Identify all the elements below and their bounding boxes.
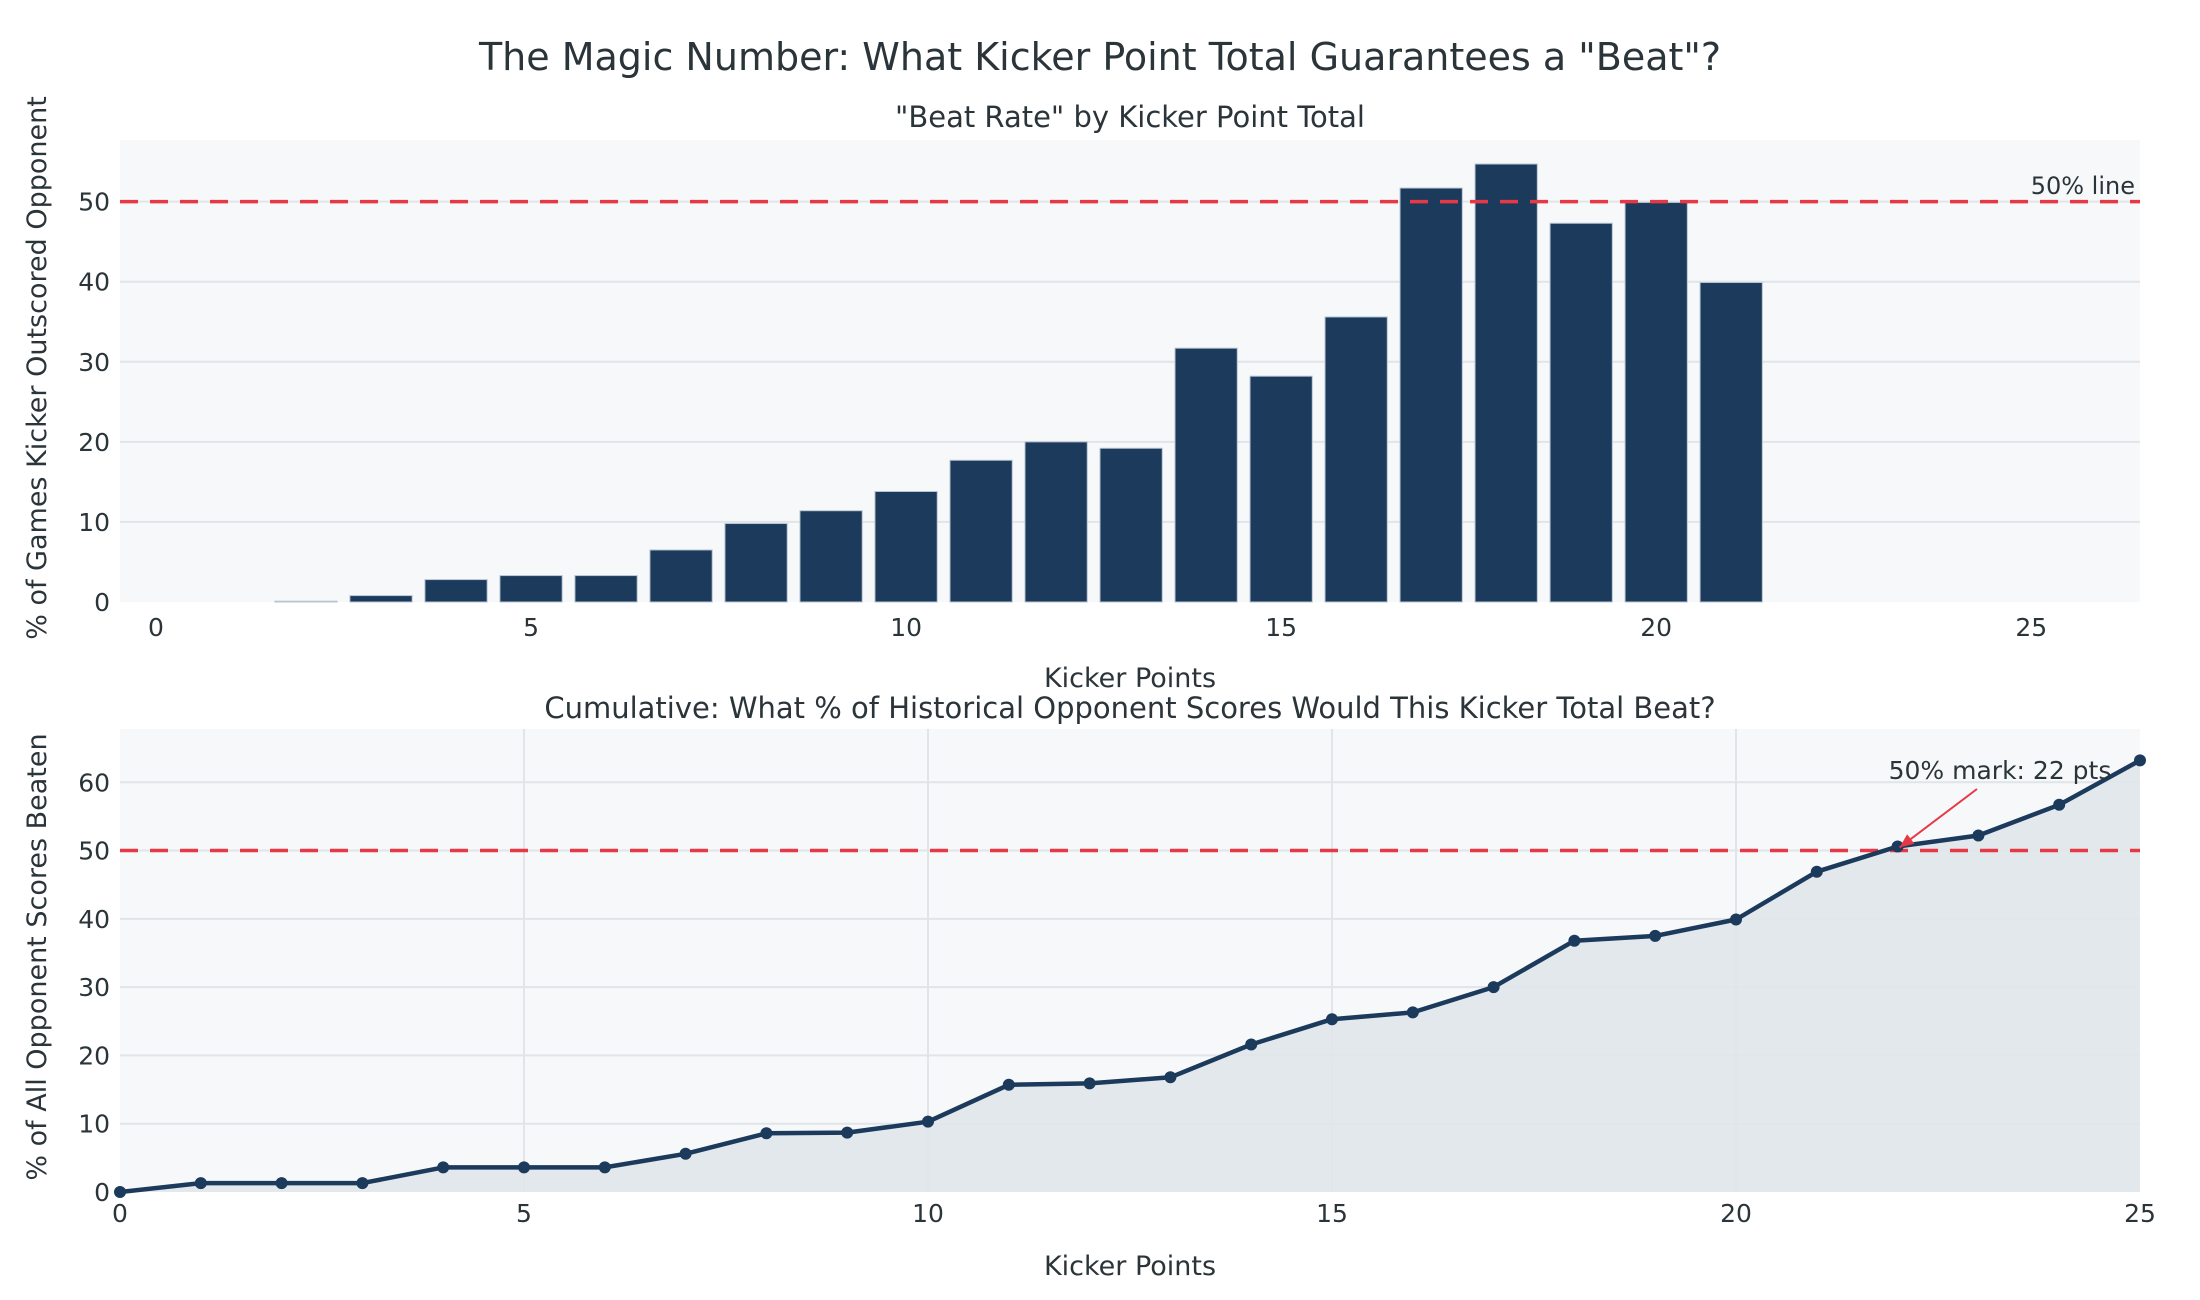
x-tick-label: 0 <box>112 1199 128 1228</box>
y-tick-label: 10 <box>78 508 110 537</box>
cumulative-area-fill <box>120 760 2140 1192</box>
x-tick-label: 15 <box>1316 1199 1348 1228</box>
data-point-marker <box>437 1161 450 1174</box>
bar <box>274 600 338 603</box>
bar <box>1624 201 1688 603</box>
bar <box>724 523 788 603</box>
data-point-marker <box>760 1127 773 1140</box>
cumulative-x-tick-labels: 0 5 10 15 20 25 <box>112 1199 2156 1228</box>
bar <box>1024 441 1088 603</box>
x-tick-label: 20 <box>1640 613 1672 642</box>
data-point-marker <box>1083 1077 1096 1090</box>
beat-rate-y-axis-title: % of Games Kicker Outscored Opponent <box>22 96 53 640</box>
bar <box>499 575 563 603</box>
data-point-marker <box>1002 1078 1015 1091</box>
y-tick-label: 0 <box>94 588 110 617</box>
data-point-marker <box>1972 829 1985 842</box>
bar <box>1699 282 1763 603</box>
data-point-marker <box>1891 840 1904 853</box>
data-point-marker <box>598 1161 611 1174</box>
y-tick-label: 30 <box>78 348 110 377</box>
data-point-marker <box>1164 1071 1177 1084</box>
y-tick-label: 30 <box>78 973 110 1002</box>
data-point-marker <box>114 1186 126 1198</box>
y-tick-label: 20 <box>78 428 110 457</box>
bar <box>424 579 488 603</box>
bar <box>649 549 713 603</box>
x-tick-label: 5 <box>523 613 539 642</box>
x-tick-label: 10 <box>912 1199 944 1228</box>
cumulative-markers <box>114 754 2146 1198</box>
cumulative-y-axis-title: % of All Opponent Scores Beaten <box>22 733 53 1180</box>
y-tick-label: 40 <box>78 268 110 297</box>
x-tick-label: 25 <box>2124 1199 2156 1228</box>
x-tick-label: 5 <box>516 1199 532 1228</box>
bar <box>874 491 938 603</box>
data-point-marker <box>1245 1038 1258 1051</box>
cumulative-subplot: Cumulative: What % of Historical Opponen… <box>22 691 2156 1282</box>
beat-rate-y-tick-labels: 0 10 20 30 40 50 <box>78 188 110 617</box>
x-tick-label: 15 <box>1265 613 1297 642</box>
data-point-marker <box>2053 798 2066 811</box>
bar <box>799 510 863 603</box>
bar <box>1099 447 1163 603</box>
data-point-marker <box>1406 1006 1419 1019</box>
beat-rate-subplot: "Beat Rate" by Kicker Point Total 50% li… <box>22 96 2140 694</box>
data-point-marker <box>1810 865 1823 878</box>
y-tick-label: 60 <box>78 768 110 797</box>
figure-title: The Magic Number: What Kicker Point Tota… <box>478 35 1721 79</box>
data-point-marker <box>1487 981 1500 994</box>
bar <box>1249 375 1313 603</box>
y-tick-label: 20 <box>78 1041 110 1070</box>
y-tick-label: 10 <box>78 1110 110 1139</box>
cumulative-subplot-title: Cumulative: What % of Historical Opponen… <box>544 691 1715 725</box>
x-tick-label: 25 <box>2015 613 2047 642</box>
bar <box>1549 222 1613 603</box>
beat-rate-x-tick-labels: 0 5 10 15 20 25 <box>148 613 2047 642</box>
bar <box>349 595 413 603</box>
x-tick-label: 10 <box>890 613 922 642</box>
data-point-marker <box>356 1177 369 1190</box>
bar <box>1399 187 1463 603</box>
bar <box>1324 316 1388 603</box>
y-tick-label: 50 <box>78 837 110 866</box>
data-point-marker <box>841 1126 854 1139</box>
x-tick-label: 20 <box>1720 1199 1752 1228</box>
bar <box>1174 347 1238 603</box>
beat-rate-subplot-title: "Beat Rate" by Kicker Point Total <box>895 100 1365 134</box>
annotation-arrow-icon <box>1898 788 1978 849</box>
cumulative-x-axis-title: Kicker Points <box>1044 1251 1216 1282</box>
data-point-marker <box>1649 929 1662 942</box>
bar <box>949 459 1013 603</box>
data-point-marker <box>1568 934 1581 947</box>
annotation-arrowhead-icon <box>1899 834 1915 848</box>
y-tick-label: 50 <box>78 188 110 217</box>
data-point-marker <box>922 1115 934 1128</box>
data-point-marker <box>1326 1013 1338 1026</box>
data-point-marker <box>679 1147 692 1160</box>
data-point-marker <box>275 1177 288 1190</box>
bar <box>574 575 638 603</box>
data-point-marker <box>2134 754 2146 767</box>
y-tick-label: 40 <box>78 905 110 934</box>
bar <box>1474 163 1538 603</box>
data-point-marker <box>194 1177 207 1190</box>
x-tick-label: 0 <box>148 613 164 642</box>
y-tick-label: 0 <box>94 1178 110 1207</box>
data-point-marker <box>1730 913 1742 926</box>
beat-rate-gridlines <box>120 200 2140 523</box>
fifty-percent-mark-annotation: 50% mark: 22 pts <box>1889 756 2112 785</box>
beat-rate-x-axis-title: Kicker Points <box>1044 663 1216 694</box>
cumulative-line <box>119 758 2142 1195</box>
cumulative-y-tick-labels: 0 10 20 30 40 50 60 <box>78 768 110 1207</box>
data-point-marker <box>518 1161 530 1174</box>
beat-rate-bars <box>274 163 1763 603</box>
beat-rate-50-percent-label: 50% line <box>2031 172 2135 200</box>
